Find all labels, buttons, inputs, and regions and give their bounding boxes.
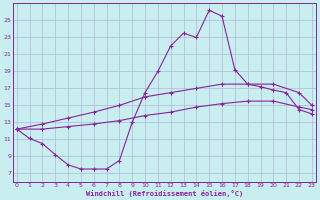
X-axis label: Windchill (Refroidissement éolien,°C): Windchill (Refroidissement éolien,°C) xyxy=(86,190,243,197)
